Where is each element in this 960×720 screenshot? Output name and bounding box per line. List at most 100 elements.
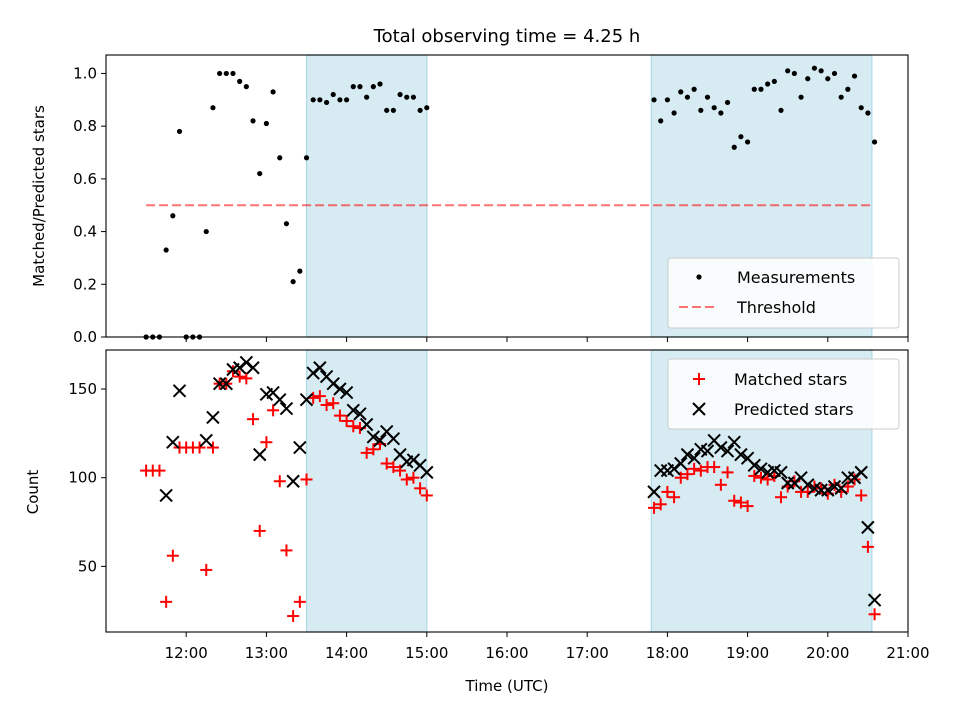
measurement-point (658, 118, 664, 124)
measurement-point (410, 94, 417, 100)
measurement-point (230, 70, 236, 77)
matched-star-point (714, 478, 727, 491)
legend-predicted-marker (692, 402, 706, 416)
measurement-point (210, 105, 216, 111)
x-tick-label: 14:00 (325, 644, 368, 662)
top-y-tick-label: 0.4 (73, 223, 97, 241)
measurement-point (424, 105, 430, 111)
bottom-y-tick-label: 50 (78, 557, 97, 575)
matched-star-point (233, 370, 246, 383)
matched-star-point (247, 413, 260, 426)
matched-star-point (293, 595, 306, 608)
measurement-point (704, 94, 711, 100)
measurement-point (831, 70, 838, 77)
measurement-point (845, 86, 851, 92)
predicted-star-point (279, 401, 294, 416)
measurement-point (651, 97, 657, 103)
bottom-legend-box (667, 358, 900, 430)
measurement-point (684, 94, 691, 100)
bottom-y-axis-label: Count (24, 470, 42, 515)
x-tick-label: 17:00 (566, 644, 609, 662)
legend-measurements-label: Measurements (737, 268, 855, 287)
matched-star-point (327, 397, 340, 410)
x-tick-label: 21:00 (886, 644, 929, 662)
legend-matched-marker (693, 373, 705, 385)
matched-star-point (868, 608, 881, 621)
predicted-star-point (714, 440, 728, 455)
measurement-point (698, 107, 704, 113)
top-legend-box (667, 257, 900, 329)
measurement-point (858, 105, 864, 111)
legend-predicted-label: Predicted stars (734, 400, 854, 419)
matched-star-point (260, 436, 273, 449)
predicted-star-point (353, 407, 367, 421)
matched-star-point (200, 563, 213, 576)
x-tick-label: 18:00 (646, 644, 689, 662)
matched-star-point (153, 464, 166, 477)
bottom-legend: Matched stars Predicted stars (667, 358, 900, 430)
predicted-star-point (867, 593, 882, 607)
figure-title: Total observing time = 4.25 h (373, 26, 641, 47)
matched-star-point (748, 469, 761, 482)
measurement-point (270, 89, 276, 95)
measurement-point (237, 78, 243, 84)
predicted-star-point (386, 431, 401, 446)
predicted-star-point (834, 481, 848, 496)
measurement-point (838, 94, 844, 100)
matched-star-point (300, 473, 313, 486)
measurement-point (791, 70, 797, 77)
predicted-star-point (206, 410, 220, 425)
matched-star-point (721, 466, 734, 479)
top-y-tick-label: 0.8 (73, 117, 97, 135)
matched-star-point (387, 461, 400, 474)
predicted-star-point (346, 403, 360, 418)
predicted-star-point (253, 447, 267, 462)
matched-star-point (661, 485, 674, 498)
matched-star-point (394, 464, 407, 477)
x-tick-label: 16:00 (485, 644, 528, 662)
predicted-star-point (339, 385, 354, 400)
predicted-star-point (727, 435, 741, 449)
measurement-point (203, 228, 209, 235)
predicted-star-point (821, 483, 835, 497)
top-y-tick-label: 1.0 (73, 64, 97, 82)
measurement-point (344, 97, 350, 103)
matched-star-point (754, 471, 767, 484)
predicted-star-point (720, 444, 735, 458)
measurement-point (377, 81, 383, 87)
matched-star-point (360, 446, 373, 459)
measurement-point (263, 120, 269, 127)
measurement-point (691, 86, 697, 92)
measurement-point (323, 99, 330, 106)
top-legend: Measurements Threshold (667, 257, 900, 329)
matched-star-point (674, 471, 687, 484)
matched-star-point (648, 501, 661, 514)
measurement-point (825, 76, 831, 82)
matched-star-point (407, 471, 420, 484)
measurement-point (317, 97, 323, 103)
measurement-point (745, 139, 751, 145)
predicted-star-point (373, 433, 387, 448)
measurement-point (384, 107, 390, 113)
measurement-point (678, 89, 684, 95)
predicted-star-point (754, 462, 768, 476)
measurement-point (765, 81, 771, 87)
x-tick-label: 15:00 (405, 644, 448, 662)
matched-star-point (861, 540, 874, 553)
predicted-star-point (801, 478, 815, 492)
measurement-point (390, 107, 396, 113)
measurement-point (257, 170, 263, 177)
bottom-y-tick-label: 100 (68, 469, 97, 487)
measurement-point (805, 76, 811, 82)
measurement-point (865, 110, 871, 116)
predicted-star-point (286, 474, 300, 488)
measurement-point (724, 99, 731, 106)
measurement-point (310, 97, 316, 103)
predicted-star-point (219, 376, 234, 391)
measurement-point (176, 128, 183, 135)
matched-star-point (280, 544, 293, 557)
measurement-point (751, 86, 757, 92)
predicted-star-point (687, 451, 701, 465)
matched-star-point (688, 462, 701, 475)
